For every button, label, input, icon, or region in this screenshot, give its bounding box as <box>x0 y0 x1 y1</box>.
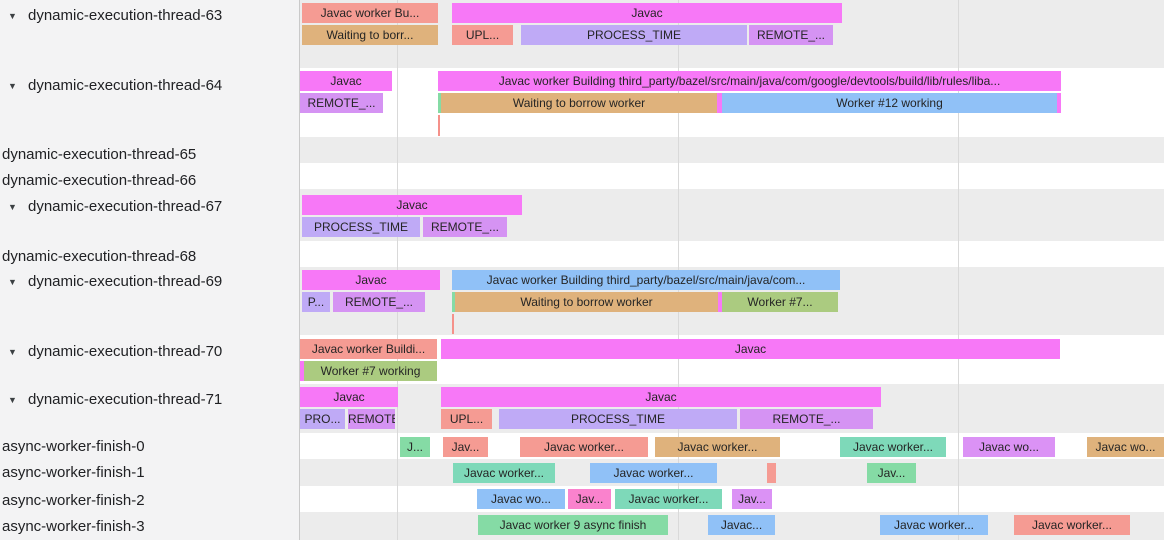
event-bar[interactable]: REMOTE_... <box>300 93 383 113</box>
instant-event-tick[interactable] <box>452 314 454 334</box>
track-label-dynamic-execution-thread-66[interactable]: dynamic-execution-thread-66 <box>0 171 299 191</box>
track-label-text: async-worker-finish-3 <box>2 518 145 535</box>
event-bar[interactable]: UPL... <box>441 409 492 429</box>
event-bar[interactable]: Javac worker Buildi... <box>300 339 437 359</box>
event-bar[interactable]: PROCESS_TIME <box>302 217 420 237</box>
event-bar[interactable]: Javac worker 9 async finish <box>478 515 668 535</box>
track-label-dynamic-execution-thread-65[interactable]: dynamic-execution-thread-65 <box>0 145 299 165</box>
track-band <box>300 459 1164 486</box>
event-bar[interactable] <box>300 361 304 381</box>
track-label-dynamic-execution-thread-69[interactable]: ▼ dynamic-execution-thread-69 <box>0 272 299 292</box>
track-label-async-worker-finish-3[interactable]: async-worker-finish-3 <box>0 517 299 537</box>
event-bar[interactable]: Javac... <box>708 515 775 535</box>
event-bar[interactable]: Worker #7... <box>722 292 838 312</box>
event-bar[interactable]: Javac <box>300 387 398 407</box>
event-bar[interactable]: Javac worker... <box>615 489 722 509</box>
event-bar[interactable]: Waiting to borr... <box>302 25 438 45</box>
event-bar[interactable]: Javac <box>441 387 881 407</box>
event-bar[interactable]: PRO... <box>300 409 345 429</box>
event-bar[interactable]: PROCESS_TIME <box>521 25 747 45</box>
track-name-sidebar: ▼ dynamic-execution-thread-63 ▼ dynamic-exe… <box>0 0 300 540</box>
track-label-text: dynamic-execution-thread-67 <box>28 198 223 215</box>
event-bar[interactable]: Waiting to borrow worker <box>441 93 717 113</box>
event-bar[interactable]: Javac worker... <box>655 437 780 457</box>
event-bar[interactable]: PROCESS_TIME <box>499 409 737 429</box>
track-label-text: async-worker-finish-1 <box>2 464 145 481</box>
event-bar[interactable]: Jav... <box>867 463 916 483</box>
expand-triangle-icon[interactable]: ▼ <box>8 347 17 357</box>
track-label-text: dynamic-execution-thread-64 <box>28 77 223 94</box>
event-bar[interactable]: Javac worker... <box>880 515 988 535</box>
event-bar[interactable]: REMOTE_... <box>740 409 873 429</box>
event-bar[interactable]: REMOTE_... <box>348 409 395 429</box>
event-bar[interactable]: Javac <box>441 339 1060 359</box>
track-label-dynamic-execution-thread-68[interactable]: dynamic-execution-thread-68 <box>0 247 299 267</box>
event-bar[interactable]: Javac <box>302 270 440 290</box>
expand-triangle-icon[interactable]: ▼ <box>8 277 17 287</box>
event-bar[interactable]: Javac wo... <box>963 437 1055 457</box>
event-bar[interactable]: REMOTE_... <box>333 292 425 312</box>
expand-triangle-icon[interactable]: ▼ <box>8 395 17 405</box>
event-bar[interactable]: Jav... <box>443 437 488 457</box>
track-label-text: dynamic-execution-thread-63 <box>28 7 223 24</box>
track-label-dynamic-execution-thread-70[interactable]: ▼ dynamic-execution-thread-70 <box>0 342 299 362</box>
event-bar[interactable]: Javac wo... <box>477 489 565 509</box>
track-label-async-worker-finish-2[interactable]: async-worker-finish-2 <box>0 491 299 511</box>
event-bar[interactable]: Javac <box>452 3 842 23</box>
track-label-dynamic-execution-thread-64[interactable]: ▼ dynamic-execution-thread-64 <box>0 76 299 96</box>
expand-triangle-icon[interactable]: ▼ <box>8 81 17 91</box>
event-bar[interactable]: Javac worker... <box>1014 515 1130 535</box>
track-label-dynamic-execution-thread-67[interactable]: ▼ dynamic-execution-thread-67 <box>0 197 299 217</box>
expand-triangle-icon[interactable]: ▼ <box>8 11 17 21</box>
event-bar[interactable]: Javac worker Building third_party/bazel/… <box>452 270 840 290</box>
event-bar[interactable]: Javac worker... <box>590 463 717 483</box>
event-bar[interactable]: Javac <box>302 195 522 215</box>
event-bar[interactable]: Jav... <box>568 489 611 509</box>
track-label-text: dynamic-execution-thread-68 <box>2 248 197 265</box>
event-bar[interactable]: Javac worker... <box>520 437 648 457</box>
event-bar[interactable]: Javac wo... <box>1087 437 1164 457</box>
track-label-async-worker-finish-1[interactable]: async-worker-finish-1 <box>0 463 299 483</box>
event-bar[interactable]: Waiting to borrow worker <box>455 292 718 312</box>
event-bar[interactable] <box>1057 93 1061 113</box>
expand-triangle-icon[interactable]: ▼ <box>8 202 17 212</box>
event-bar[interactable]: REMOTE_... <box>423 217 507 237</box>
track-label-text: dynamic-execution-thread-69 <box>28 273 223 290</box>
event-bar[interactable]: P... <box>302 292 330 312</box>
track-label-text: async-worker-finish-0 <box>2 438 145 455</box>
track-label-text: dynamic-execution-thread-70 <box>28 343 223 360</box>
track-label-dynamic-execution-thread-71[interactable]: ▼ dynamic-execution-thread-71 <box>0 390 299 410</box>
event-bar[interactable]: J... <box>400 437 430 457</box>
event-bar[interactable]: Javac <box>300 71 392 91</box>
event-bar[interactable]: Javac worker Building third_party/bazel/… <box>438 71 1061 91</box>
track-label-async-worker-finish-0[interactable]: async-worker-finish-0 <box>0 437 299 457</box>
event-bar[interactable]: REMOTE_... <box>749 25 833 45</box>
event-bar[interactable] <box>452 292 455 312</box>
event-bar[interactable]: Javac worker... <box>453 463 555 483</box>
track-label-text: dynamic-execution-thread-66 <box>2 172 197 189</box>
event-bar[interactable]: Javac worker... <box>840 437 946 457</box>
time-gridline <box>958 0 959 540</box>
event-bar[interactable] <box>438 93 441 113</box>
track-label-text: dynamic-execution-thread-71 <box>28 391 223 408</box>
instant-event-tick[interactable] <box>438 115 440 136</box>
event-bar[interactable]: UPL... <box>452 25 513 45</box>
event-bar[interactable]: Worker #12 working <box>722 93 1057 113</box>
event-bar[interactable]: Worker #7 working <box>304 361 437 381</box>
track-label-text: async-worker-finish-2 <box>2 492 145 509</box>
track-label-dynamic-execution-thread-63[interactable]: ▼ dynamic-execution-thread-63 <box>0 6 299 26</box>
event-bar[interactable] <box>717 93 722 113</box>
track-band <box>300 137 1164 163</box>
event-bar[interactable] <box>718 292 722 312</box>
event-bar[interactable]: Jav... <box>732 489 772 509</box>
event-bar[interactable] <box>767 463 776 483</box>
track-label-text: dynamic-execution-thread-65 <box>2 146 197 163</box>
event-bar[interactable]: Javac worker Bu... <box>302 3 438 23</box>
